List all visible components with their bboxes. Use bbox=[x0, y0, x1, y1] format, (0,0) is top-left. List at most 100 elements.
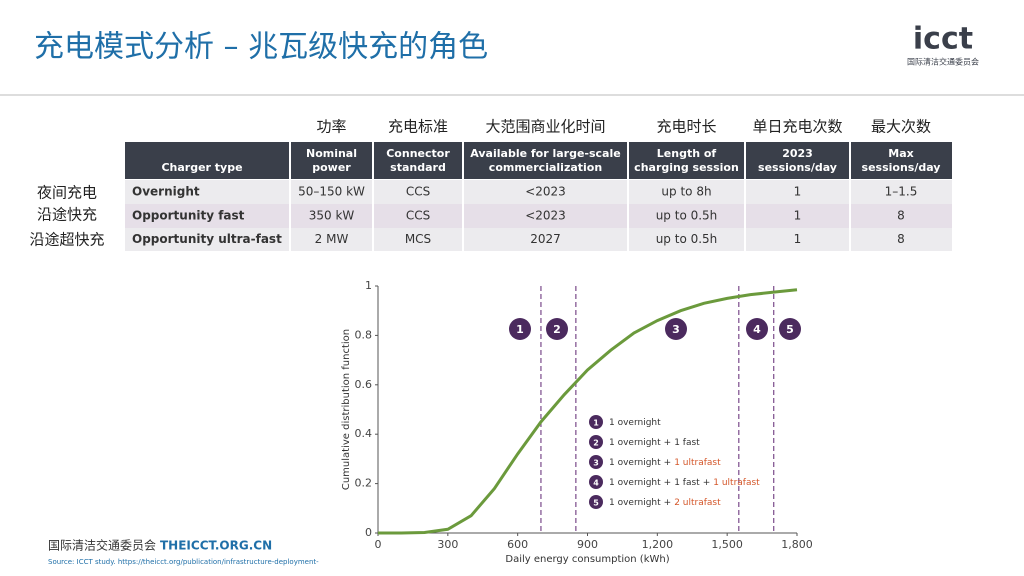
legend-number: 2 bbox=[593, 439, 599, 448]
legend-marker bbox=[589, 415, 603, 429]
zone-marker bbox=[546, 318, 568, 340]
table-cell: MCS bbox=[405, 232, 431, 246]
zone-marker bbox=[509, 318, 531, 340]
table-cell: 1 bbox=[794, 185, 802, 199]
table-cell: 2 MW bbox=[315, 232, 349, 246]
column-header: Available for large-scale bbox=[470, 147, 620, 160]
legend-part: + bbox=[664, 478, 672, 488]
zone-label: 5 bbox=[786, 323, 794, 336]
legend-number: 3 bbox=[593, 459, 599, 468]
legend-part: 1 overnight bbox=[609, 478, 661, 488]
legend-text: 1 overnight +2 ultrafast bbox=[609, 498, 721, 508]
legend-text: 1 overnight +1 fast +1 ultrafast bbox=[609, 478, 760, 488]
x-tick-label: 0 bbox=[375, 538, 382, 551]
legend-text: 1 overnight +1 fast bbox=[609, 438, 700, 448]
x-tick-label: 300 bbox=[437, 538, 458, 551]
table-row bbox=[125, 204, 952, 228]
column-header: Max bbox=[888, 147, 913, 160]
legend-part: 1 fast bbox=[674, 478, 700, 488]
logo-subtitle: 国际清洁交通委员会 bbox=[907, 57, 979, 67]
cn-column-label: 单日充电次数 bbox=[752, 118, 842, 136]
legend-part: + bbox=[664, 438, 672, 448]
legend-part: + bbox=[664, 498, 672, 508]
column-header: Connector bbox=[386, 147, 450, 160]
table-cell: 350 kW bbox=[309, 209, 355, 223]
table-cell: 1–1.5 bbox=[885, 185, 918, 199]
table-cell: up to 8h bbox=[661, 185, 711, 199]
table-cell: 8 bbox=[897, 209, 905, 223]
y-axis-label: Cumulative distribution function bbox=[341, 329, 352, 490]
legend-part: 1 overnight bbox=[609, 498, 661, 508]
table-cell: Opportunity ultra-fast bbox=[132, 232, 282, 246]
column-header: power bbox=[312, 161, 351, 174]
slide-title: 充电模式分析 – 兆瓦级快充的角色 bbox=[34, 30, 488, 65]
column-header: standard bbox=[390, 161, 446, 174]
table-cell: <2023 bbox=[525, 185, 566, 199]
legend-part: 1 fast bbox=[674, 438, 700, 448]
legend-part: 1 overnight bbox=[609, 418, 661, 428]
footer-org: 国际清洁交通委员会 bbox=[48, 538, 156, 553]
column-header: sessions/day bbox=[862, 161, 941, 174]
zone-marker bbox=[746, 318, 768, 340]
legend-text: 1 overnight bbox=[609, 418, 661, 428]
table-cell: 1 bbox=[794, 209, 802, 223]
legend-number: 1 bbox=[593, 419, 599, 428]
table-header bbox=[125, 142, 952, 179]
footer-site: THEICCT.ORG.CN bbox=[160, 539, 272, 553]
table-cell: Opportunity fast bbox=[132, 209, 245, 223]
column-header: charging session bbox=[634, 161, 739, 174]
table-row bbox=[125, 180, 952, 204]
table-cell: <2023 bbox=[525, 209, 566, 223]
column-header: Length of bbox=[657, 147, 717, 160]
cn-column-label: 最大次数 bbox=[871, 118, 931, 136]
x-axis-label: Daily energy consumption (kWh) bbox=[505, 554, 669, 565]
x-tick-label: 1,500 bbox=[711, 538, 743, 551]
cn-column-label: 充电时长 bbox=[656, 118, 716, 136]
table-cell: CCS bbox=[406, 209, 430, 223]
column-header: 2023 bbox=[782, 147, 813, 160]
column-header: commercialization bbox=[489, 161, 602, 174]
legend-part: + bbox=[664, 458, 672, 468]
legend-part: 1 overnight bbox=[609, 458, 661, 468]
legend-marker bbox=[589, 435, 603, 449]
zone-label: 2 bbox=[553, 323, 561, 336]
footer-source: Source: ICCT study. https://theicct.org/… bbox=[48, 558, 319, 566]
table-cell: 50–150 kW bbox=[298, 185, 365, 199]
y-tick-label: 0.8 bbox=[355, 328, 373, 341]
legend-marker bbox=[589, 455, 603, 469]
zone-marker bbox=[665, 318, 687, 340]
y-tick-label: 0.2 bbox=[355, 477, 373, 490]
cn-row-label: 夜间充电 bbox=[37, 184, 97, 202]
legend-part: 1 ultrafast bbox=[674, 458, 721, 468]
cn-column-label: 功率 bbox=[316, 118, 346, 136]
legend-marker bbox=[589, 495, 603, 509]
y-tick-label: 0.6 bbox=[355, 378, 373, 391]
legend-part: + bbox=[703, 478, 711, 488]
x-tick-label: 1,200 bbox=[642, 538, 674, 551]
table-cell: up to 0.5h bbox=[656, 209, 718, 223]
logo: icct bbox=[913, 22, 973, 57]
table-cell: 2027 bbox=[530, 232, 561, 246]
zone-label: 1 bbox=[516, 323, 524, 336]
table-cell: 8 bbox=[897, 232, 905, 246]
x-tick-label: 600 bbox=[507, 538, 528, 551]
cn-column-label: 大范围商业化时间 bbox=[485, 118, 605, 136]
legend-number: 5 bbox=[593, 499, 599, 508]
zone-label: 4 bbox=[753, 323, 761, 336]
table-cell: 1 bbox=[794, 232, 802, 246]
zone-marker bbox=[779, 318, 801, 340]
column-header: Nominal bbox=[306, 147, 357, 160]
column-header: sessions/day bbox=[758, 161, 837, 174]
table-cell: Overnight bbox=[132, 185, 200, 199]
x-tick-label: 900 bbox=[577, 538, 598, 551]
x-tick-label: 1,800 bbox=[781, 538, 813, 551]
legend-part: 1 overnight bbox=[609, 438, 661, 448]
legend-marker bbox=[589, 475, 603, 489]
table-cell: CCS bbox=[406, 185, 430, 199]
cn-row-label: 沿途超快充 bbox=[29, 231, 104, 249]
legend-number: 4 bbox=[593, 479, 599, 488]
cn-column-label: 充电标准 bbox=[388, 118, 448, 136]
column-header: Charger type bbox=[161, 161, 242, 174]
cdf-line bbox=[378, 288, 798, 535]
